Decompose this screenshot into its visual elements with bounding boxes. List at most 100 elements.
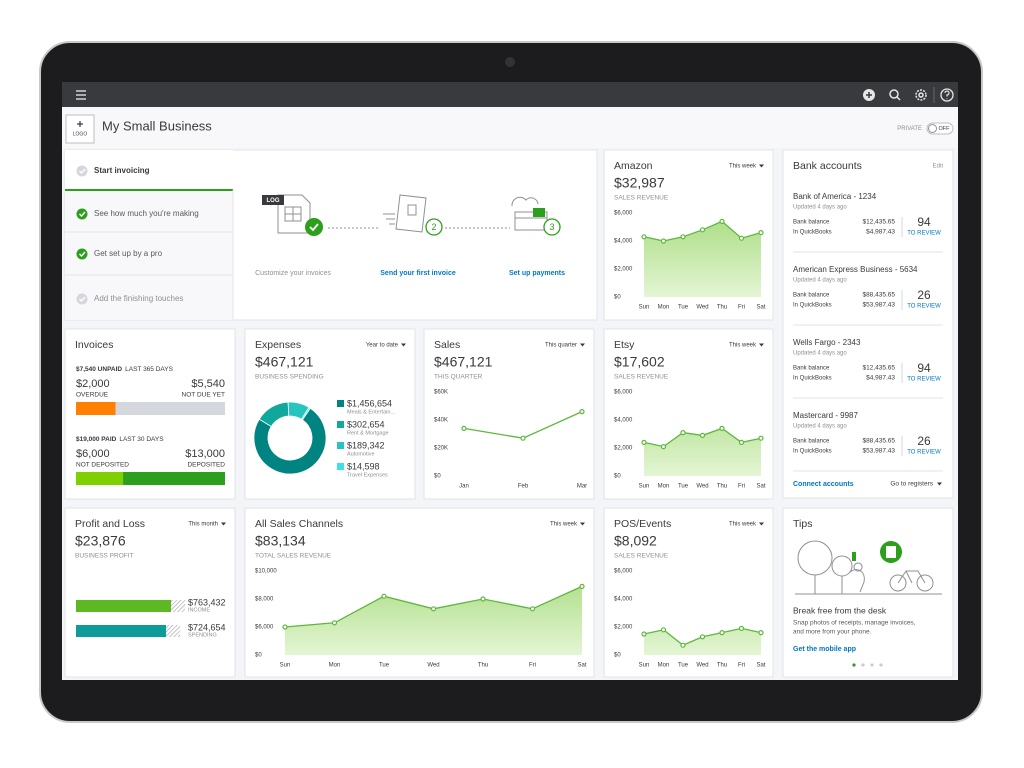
point [480,596,486,602]
review-count: 94 [917,215,931,229]
logo-box[interactable] [65,114,95,144]
tip-link[interactable]: Get the mobile app [793,646,856,653]
search-icon[interactable] [889,89,901,101]
carousel-dots[interactable] [852,663,883,667]
dropdown-caret [580,522,585,526]
donut-segment [253,407,327,475]
card-title: Sales [434,339,460,351]
point [719,218,725,224]
x-tick-label: Tue [678,484,689,490]
legend-swatch [337,442,344,449]
summary-period: LAST 30 DAYS [119,436,164,443]
y-tick-label: $10,000 [255,569,277,575]
point [738,625,745,632]
quickbooks-label: In QuickBooks [793,303,832,309]
period-select[interactable]: This quarter [545,343,577,349]
x-tick-label: Fri [738,305,745,311]
card-amount: $8,092 [614,533,657,549]
x-tick-label: Sat [756,663,765,669]
invoice-bar [115,402,225,415]
point [520,435,526,441]
x-tick-label: Sat [756,484,765,490]
x-tick-label: Thu [717,305,727,311]
x-tick-label: Fri [738,484,745,490]
period-select[interactable]: This week [729,343,757,349]
setup-step[interactable]: Start invoicing [94,166,150,175]
y-tick-label: $2,000 [614,446,633,452]
balance-label: Bank balance [793,439,830,445]
setup-step[interactable]: Get set up by a pro [94,249,163,258]
card-title: Invoices [75,339,114,351]
check-mark [79,211,86,218]
setup-step[interactable]: See how much you're making [94,209,199,218]
quickbooks-balance: $4,987.43 [866,375,895,382]
quickbooks-balance: $4,987.43 [866,229,895,236]
y-tick-label: $0 [434,474,441,480]
check-mark [79,168,86,175]
x-tick-label: Thu [717,484,727,490]
registers-select[interactable]: Go to registers [890,481,933,488]
quickbooks-balance: $53,987.43 [862,448,895,455]
review-link[interactable]: TO REVIEW [907,450,941,456]
check-mark [79,251,86,258]
y-tick-label: $2,000 [614,267,633,273]
invoice-label: NOT DEPOSITED [76,462,129,469]
badge-text: LOG [267,198,280,204]
summary-total: $7,540 UNPAID [76,366,122,373]
help-icon[interactable] [940,88,954,102]
account-name: American Express Business - 5634 [793,265,918,274]
camera [505,57,515,67]
bank-balance: $12,435.65 [862,365,895,372]
x-tick-label: Fri [738,663,745,669]
point [641,631,647,637]
step-check [76,208,88,220]
setup-task[interactable]: Send your first invoice [380,270,456,277]
review-link[interactable]: TO REVIEW [907,304,941,310]
setup-task[interactable]: Set up payments [509,270,565,277]
menu-icon[interactable] [76,90,86,100]
edit-link[interactable]: Edit [933,164,944,170]
legend-swatch [337,400,344,407]
settings-icon[interactable] [915,89,927,101]
account-name: Bank of America - 1234 [793,192,877,201]
period-select[interactable]: This week [729,522,757,528]
period-select[interactable]: This week [550,522,578,528]
invoice-bar [76,402,116,415]
invoice-bar [123,472,225,485]
account-updated: Updated 4 days ago [793,278,847,284]
y-tick-label: $4,000 [614,418,633,424]
point [738,235,745,241]
card-amount: $467,121 [255,354,314,370]
invoice-summary: $7,540 UNPAID LAST 365 DAYS [76,366,174,373]
review-link[interactable]: TO REVIEW [907,231,941,237]
dropdown-caret [759,164,764,168]
point [680,430,686,436]
x-tick-label: Mon [658,305,670,311]
card-title: Profit and Loss [75,518,145,530]
expense-amount: $1,456,654 [347,398,392,408]
x-tick-label: Tue [678,663,689,669]
point [461,425,467,431]
card-caption: SALES REVENUE [614,374,669,381]
point [579,409,585,415]
dropdown-caret [401,343,406,347]
period-select[interactable]: This month [188,522,218,528]
review-link[interactable]: TO REVIEW [907,377,941,383]
pl-bar-hatch [166,625,181,637]
x-tick-label: Thu [478,663,488,669]
point [699,227,706,233]
step-check [76,293,88,305]
period-select[interactable]: This week [729,164,757,170]
review-count: 26 [917,288,931,302]
period-select[interactable]: Year to date [366,343,399,349]
review-count: 26 [917,434,931,448]
invoice-amount: $2,000 [76,378,110,390]
card-caption: SALES REVENUE [614,195,669,202]
invoice-summary: $19,000 PAID LAST 30 DAYS [76,436,164,443]
connect-link[interactable]: Connect accounts [793,481,854,488]
quickbooks-label: In QuickBooks [793,449,832,455]
card-amount: $32,987 [614,175,665,191]
dropdown-caret [759,522,764,526]
setup-step[interactable]: Add the finishing touches [94,294,183,303]
create-icon[interactable] [863,89,875,101]
